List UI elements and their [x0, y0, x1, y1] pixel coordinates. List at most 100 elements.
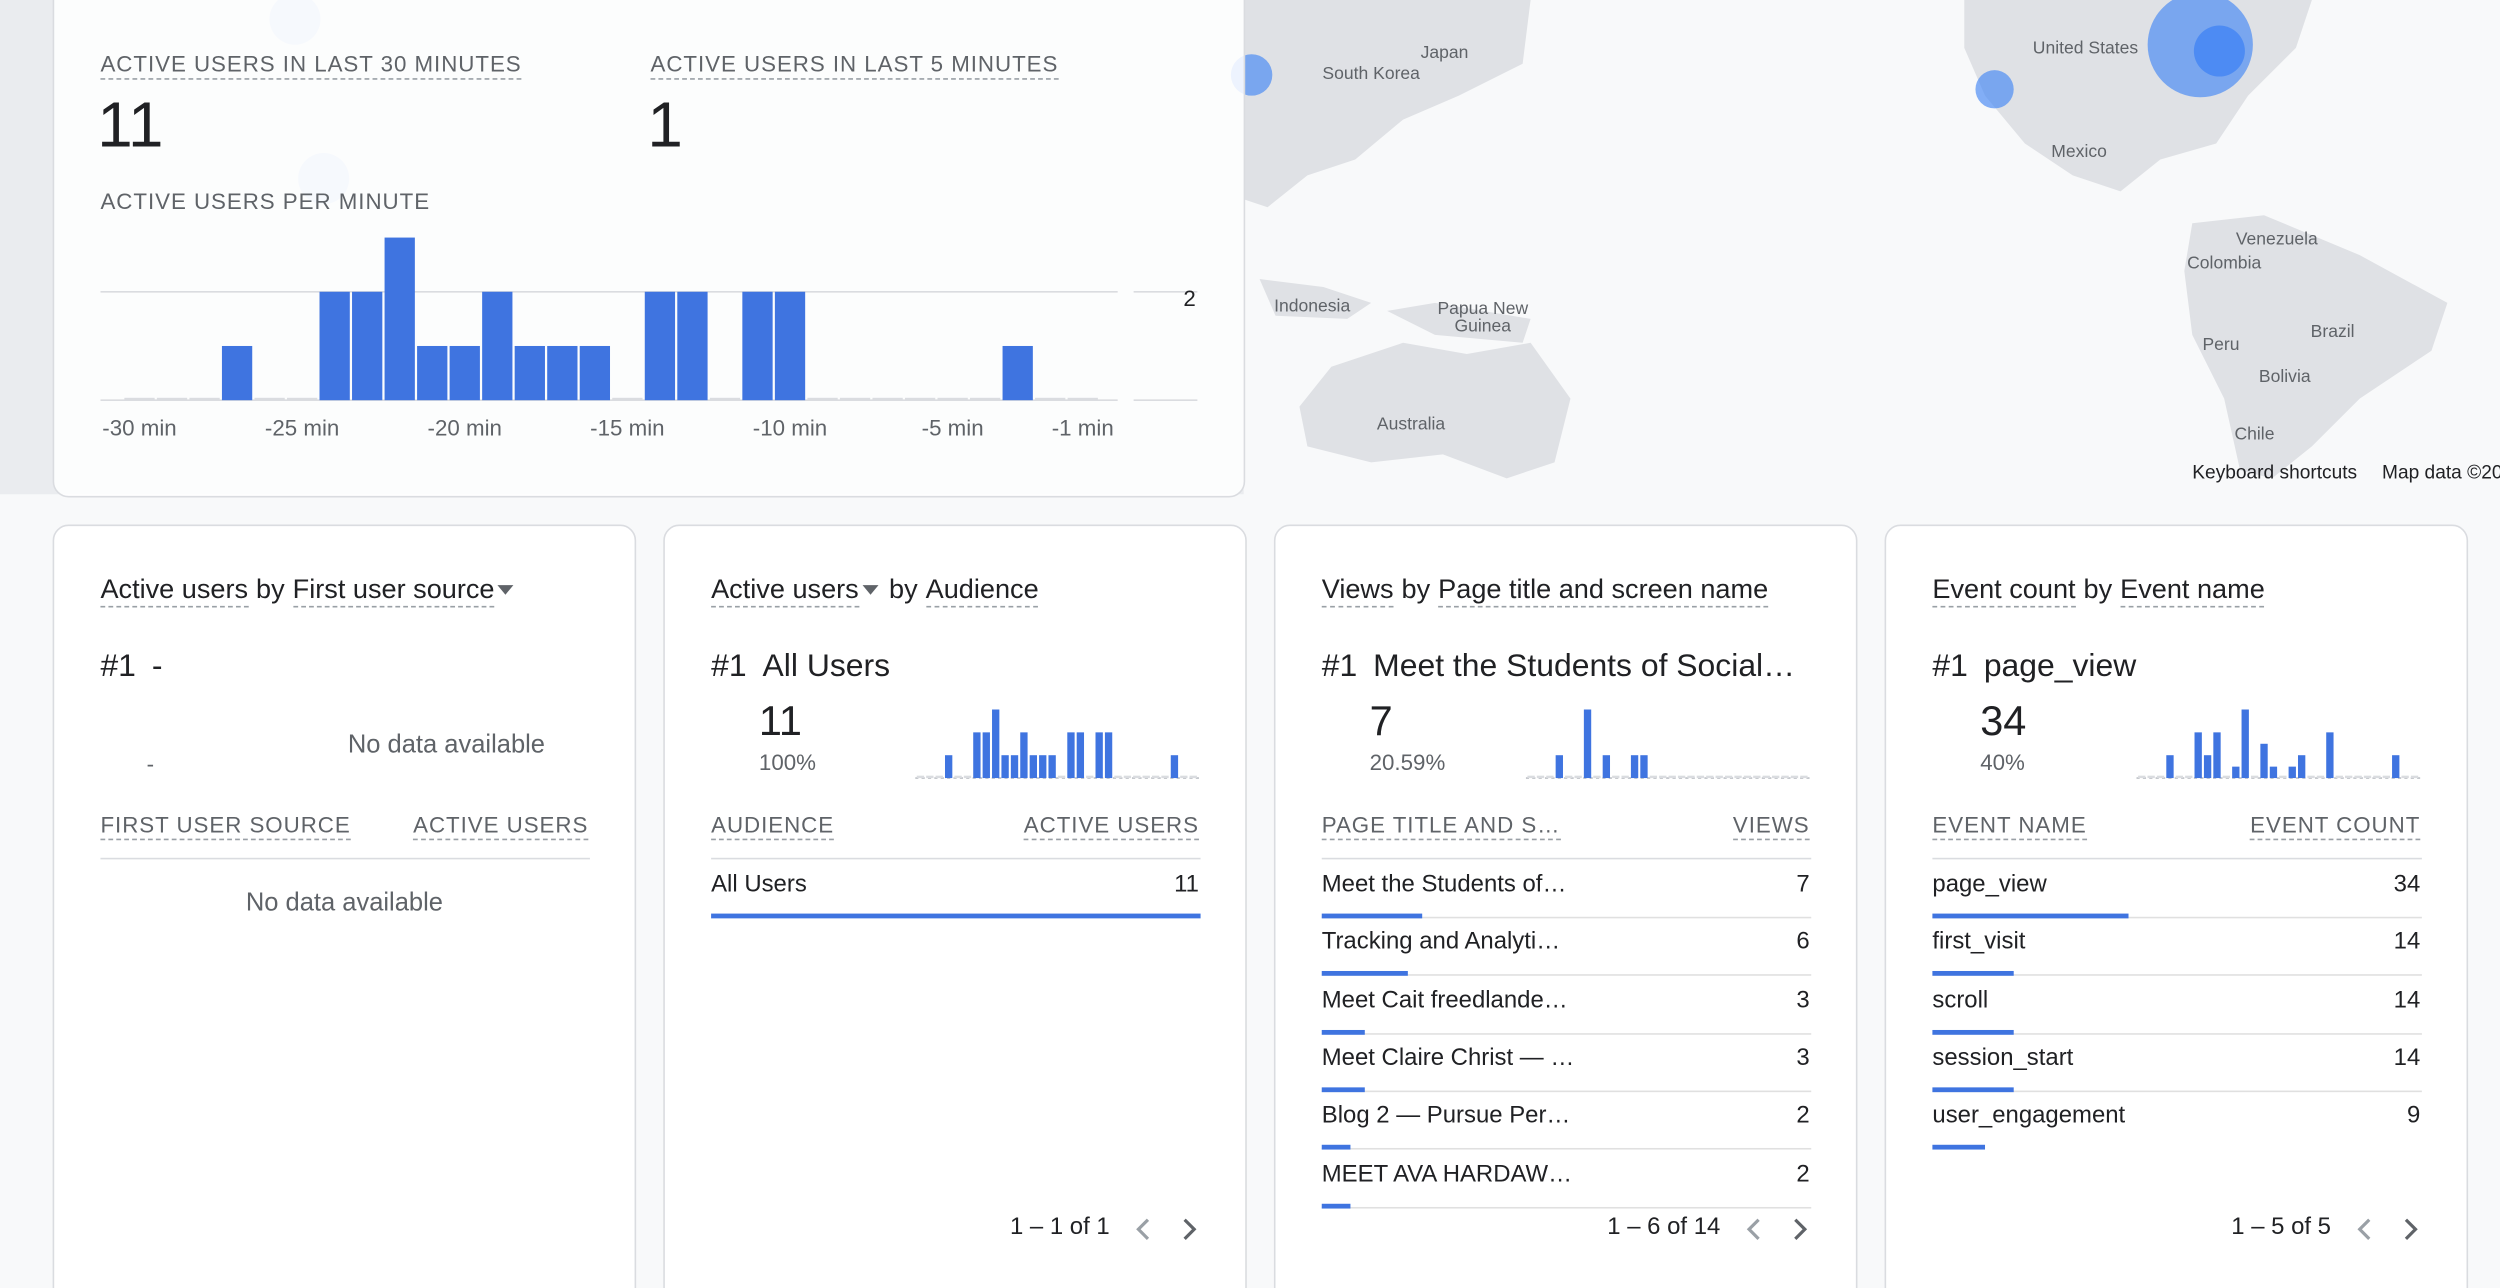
- dropdown-arrow: [861, 585, 878, 603]
- row-name[interactable]: Tracking and Analyti…: [1321, 928, 1561, 956]
- metric-selector[interactable]: Active users: [100, 573, 249, 608]
- dimension-selector[interactable]: Page title and screen name: [1438, 573, 1769, 608]
- row-bar: [1932, 1029, 2014, 1035]
- next-page[interactable]: [2400, 1217, 2422, 1243]
- next-page[interactable]: [1789, 1217, 1811, 1243]
- metric-selector[interactable]: Active users: [711, 573, 859, 608]
- bar: [2203, 755, 2212, 779]
- dimension-selector[interactable]: First user source: [292, 573, 495, 608]
- by-text: by: [2083, 573, 2113, 605]
- bar: [1715, 775, 1723, 779]
- prev-page[interactable]: [2353, 1217, 2375, 1243]
- column-header[interactable]: PAGE TITLE AND S…: [1321, 812, 1561, 841]
- bar: [774, 291, 806, 401]
- column-header[interactable]: FIRST USER SOURCE: [100, 812, 351, 841]
- row-divider: [1932, 1032, 2422, 1035]
- column-header[interactable]: ACTIVE USERS: [1023, 812, 1199, 841]
- metric-selector[interactable]: Event count: [1932, 573, 2076, 608]
- dimension-selector[interactable]: Audience: [925, 573, 1039, 608]
- row-name[interactable]: Meet Claire Christ — …: [1321, 1044, 1575, 1072]
- column-header[interactable]: EVENT COUNT: [2250, 812, 2421, 841]
- bar: [1790, 775, 1799, 779]
- row-name[interactable]: scroll: [1932, 986, 1989, 1014]
- x-tick-label: -20 min: [428, 415, 502, 440]
- metric-label[interactable]: ACTIVE USERS IN LAST 30 MINUTES: [100, 51, 522, 80]
- chevron: [1794, 1218, 1808, 1240]
- map-label: Indonesia: [1274, 297, 1351, 317]
- bar: [973, 732, 981, 779]
- column-header[interactable]: ACTIVE USERS: [413, 812, 589, 841]
- bar: [1781, 775, 1789, 779]
- bar: [944, 755, 953, 779]
- bar: [1189, 775, 1197, 779]
- row-name[interactable]: Blog 2 — Pursue Per…: [1321, 1102, 1571, 1130]
- row-value: 14: [2393, 986, 2421, 1014]
- column-header[interactable]: EVENT NAME: [1932, 812, 2087, 841]
- row-bar: [1932, 913, 2129, 919]
- x-tick-label: -15 min: [590, 415, 664, 440]
- prev-page[interactable]: [1132, 1217, 1154, 1243]
- row-bar: [1321, 913, 1423, 919]
- row-name[interactable]: user_engagement: [1932, 1102, 2126, 1130]
- row-value: 14: [2393, 928, 2421, 956]
- bar: [1724, 775, 1733, 779]
- map-label: South Korea: [1322, 64, 1420, 84]
- dimension-selector[interactable]: Event name: [2120, 573, 2265, 608]
- row-name[interactable]: first_visit: [1932, 928, 2026, 956]
- column-header[interactable]: AUDIENCE: [711, 812, 835, 841]
- row-value: 11: [1174, 870, 1199, 898]
- bar: [1602, 755, 1611, 779]
- map-label: Mexico: [2051, 142, 2107, 162]
- row-bar: [1932, 1145, 1985, 1150]
- map-attribution: Map data ©20: [2382, 460, 2500, 484]
- bar: [872, 397, 903, 401]
- map-label: Colombia: [2187, 254, 2262, 274]
- next-page[interactable]: [1178, 1217, 1200, 1243]
- bar: [2288, 766, 2296, 779]
- row-name[interactable]: Meet Cait freedlande…: [1321, 986, 1568, 1014]
- bar: [221, 345, 253, 401]
- by-text: by: [889, 573, 918, 605]
- row-name[interactable]: page_view: [1932, 870, 2047, 898]
- bar: [1762, 775, 1770, 779]
- bar: [1067, 397, 1098, 401]
- y-tick-label: 2: [1183, 286, 1195, 311]
- rank: #1: [711, 648, 747, 684]
- bar: [1536, 775, 1545, 779]
- card-title: Active users by Audience: [711, 573, 1039, 608]
- by-text: by: [1401, 573, 1431, 605]
- bar: [2260, 743, 2268, 779]
- bar: [1057, 775, 1066, 779]
- top-item: #1 Meet the Students of Social…: [1322, 649, 1795, 686]
- metric-selector[interactable]: Views: [1321, 573, 1394, 608]
- row-value: 14: [2393, 1044, 2421, 1072]
- top-item: #1 All Users: [711, 649, 890, 686]
- bar: [547, 345, 578, 401]
- metric-label[interactable]: ACTIVE USERS IN LAST 5 MINUTES: [650, 51, 1059, 80]
- bar: [1095, 732, 1103, 779]
- bar: [2297, 755, 2306, 779]
- placeholder: -: [146, 750, 155, 777]
- chevron: [1136, 1218, 1150, 1240]
- bar: [482, 291, 513, 401]
- card: Event count by Event name #1 page_view 34 40% E…: [1884, 524, 2469, 1288]
- bar: [189, 397, 220, 401]
- header-divider: [100, 857, 590, 860]
- row-name[interactable]: MEET AVA HARDAW…: [1321, 1159, 1573, 1188]
- row-name[interactable]: All Users: [711, 870, 807, 898]
- bar: [1123, 775, 1132, 779]
- row-bar: [1932, 971, 2014, 977]
- keyboard-shortcuts[interactable]: Keyboard shortcuts: [2192, 460, 2358, 484]
- column-header[interactable]: VIEWS: [1732, 812, 1810, 841]
- bar: [2335, 775, 2343, 779]
- row-name[interactable]: Meet the Students of…: [1321, 870, 1567, 898]
- card: Active users by First user source #1- - No da…: [52, 524, 637, 1288]
- chevron: [1746, 1218, 1760, 1240]
- bar: [644, 291, 676, 401]
- bar: [124, 397, 155, 401]
- row-name[interactable]: session_start: [1932, 1044, 2074, 1072]
- prev-page[interactable]: [1743, 1217, 1765, 1243]
- bar: [1029, 755, 1037, 779]
- row-bar: [1321, 1087, 1365, 1092]
- row-divider: [1321, 974, 1812, 977]
